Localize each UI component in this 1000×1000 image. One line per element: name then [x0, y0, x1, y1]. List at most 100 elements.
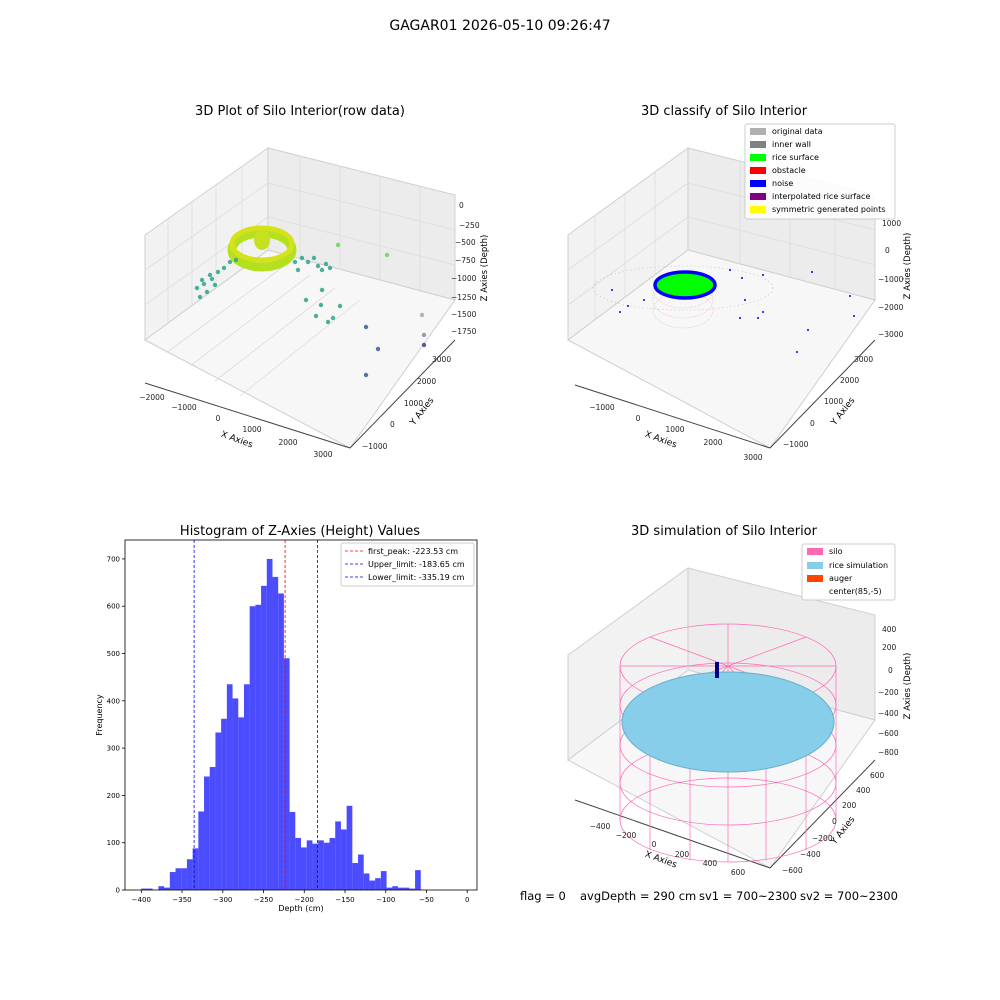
- raw-y-tick-labels: −1000 0 1000 2000 3000: [362, 355, 451, 451]
- histogram-bar: [352, 863, 359, 890]
- histogram-bar: [278, 593, 284, 890]
- classify-z-axis-label: Z Axies (Depth): [903, 233, 913, 300]
- simulation-x-tick-3: 200: [675, 850, 690, 859]
- simulation-z-tick-4: −400: [878, 709, 899, 718]
- simulation-y-tick-labels: −600 −400 −200 0 200 400 600: [782, 771, 885, 875]
- histogram-bar: [295, 837, 301, 890]
- raw-plot-title: 3D Plot of Silo Interior(row data): [195, 104, 405, 119]
- classify-z-tick-3: −2000: [878, 303, 904, 312]
- classify-y-tick-0: −1000: [783, 440, 809, 449]
- y-tick-label: 600: [107, 603, 120, 611]
- histogram-bar: [369, 880, 376, 890]
- histogram-bar: [318, 840, 324, 890]
- histogram-bar: [249, 606, 256, 890]
- status-flag: flag = 0: [520, 889, 566, 903]
- legend-swatch-auger: [807, 575, 823, 582]
- histogram-bar: [158, 886, 165, 890]
- histogram-y-axis-label: Frequency: [95, 694, 104, 736]
- simulation-x-tick-0: −400: [590, 822, 611, 831]
- classify-z-tick-0: 1000: [882, 219, 901, 228]
- histogram-title: Histogram of Z-Axies (Height) Values: [179, 524, 421, 539]
- histogram-bar: [221, 718, 227, 890]
- x-tick-label: −100: [376, 896, 395, 904]
- y-tick-label: 400: [107, 697, 120, 705]
- histogram-bar: [283, 658, 290, 890]
- histogram-bar: [198, 811, 205, 890]
- simulation-z-tick-6: −800: [878, 748, 899, 757]
- histogram-bar: [301, 847, 307, 890]
- raw-z-tick-3: −750: [455, 256, 476, 265]
- histogram-bar: [141, 888, 147, 890]
- legend-label-rice-surface: rice surface: [772, 153, 819, 162]
- classify-z-tick-4: −3000: [878, 330, 904, 339]
- histogram-bar: [164, 887, 170, 890]
- simulation-y-tick-6: 600: [870, 771, 885, 780]
- classify-x-tick-0: −1000: [589, 403, 615, 412]
- histogram-bar: [192, 848, 199, 890]
- histogram-bar: [306, 840, 313, 890]
- histogram-reference-lines: [193, 540, 318, 890]
- histogram-legend: first_peak: -223.53 cm Upper_limit: -183.…: [340, 542, 475, 587]
- status-avg-depth: avgDepth = 290 cm: [580, 889, 697, 903]
- raw-z-tick-7: −1750: [451, 327, 477, 336]
- histogram-bar: [272, 576, 279, 890]
- classify-x-tick-3: 2000: [703, 438, 722, 447]
- legend-label-inner-wall: inner wall: [772, 140, 811, 149]
- y-tick-label: 300: [107, 745, 120, 753]
- raw-y-tick-3: 2000: [417, 377, 436, 386]
- histogram-frame: [124, 539, 478, 891]
- raw-x-tick-1: −1000: [171, 403, 197, 412]
- histogram-y-ticks: 0 100 200 300 400 500 600 700: [107, 555, 125, 895]
- histogram-bar: [209, 767, 216, 890]
- simulation-z-tick-2: 0: [888, 666, 893, 675]
- legend-label-1: Upper_limit: -183.65 cm: [368, 560, 465, 569]
- x-tick-label: 0: [465, 896, 469, 904]
- classify-x-tick-1: 0: [636, 414, 641, 423]
- histogram-bar: [169, 872, 176, 890]
- raw-z-tick-1: −250: [459, 221, 480, 230]
- legend-label-center: center(85,-5): [829, 587, 882, 596]
- classify-z-tick-labels: 1000 0 −1000 −2000 −3000: [878, 219, 904, 339]
- x-tick-label: −50: [419, 896, 434, 904]
- histogram-bar: [409, 888, 416, 890]
- histogram-x-ticks: −400 −350 −300 −250 −200 −150 −100 −50 0: [132, 890, 469, 904]
- histogram-bar: [340, 829, 347, 890]
- raw-y-tick-4: 3000: [432, 355, 451, 364]
- legend-label-obstacle: obstacle: [772, 166, 806, 175]
- classify-y-tick-labels: −1000 0 1000 2000 3000: [783, 355, 873, 449]
- auger-marker: [715, 662, 719, 678]
- legend-label-rice-simulation: rice simulation: [829, 561, 888, 570]
- histogram-bar: [261, 585, 267, 890]
- histogram-bar: [380, 871, 387, 890]
- histogram-bar: [181, 868, 187, 890]
- raw-y-tick-1: 0: [390, 420, 395, 429]
- histogram-bar: [363, 873, 370, 890]
- simulation-z-tick-3: −200: [878, 688, 899, 697]
- legend-label-silo: silo: [829, 547, 843, 556]
- histogram-bar: [289, 811, 296, 890]
- raw-x-tick-2: 0: [216, 414, 221, 423]
- y-tick-label: 100: [107, 839, 120, 847]
- histogram-bar: [375, 878, 381, 890]
- y-tick-label: 500: [107, 650, 120, 658]
- legend-swatch-silo: [807, 548, 823, 555]
- raw-x-tick-3: 1000: [242, 425, 261, 434]
- x-tick-label: −250: [254, 896, 273, 904]
- histogram-bar: [392, 886, 398, 890]
- classify-x-tick-4: 3000: [743, 453, 762, 462]
- simulation-x-tick-4: 400: [703, 859, 718, 868]
- x-tick-label: −350: [172, 896, 191, 904]
- simulation-y-tick-1: −400: [800, 850, 821, 859]
- raw-x-tick-0: −2000: [139, 393, 165, 402]
- histogram-bar: [266, 558, 273, 890]
- histogram-bar: [238, 717, 244, 890]
- raw-z-tick-5: −1250: [451, 293, 477, 302]
- histogram-bars: [141, 558, 421, 890]
- classify-z-tick-2: −1000: [878, 275, 904, 284]
- simulation-z-axis-label: Z Axies (Depth): [903, 653, 913, 720]
- legend-label-auger: auger: [829, 574, 853, 583]
